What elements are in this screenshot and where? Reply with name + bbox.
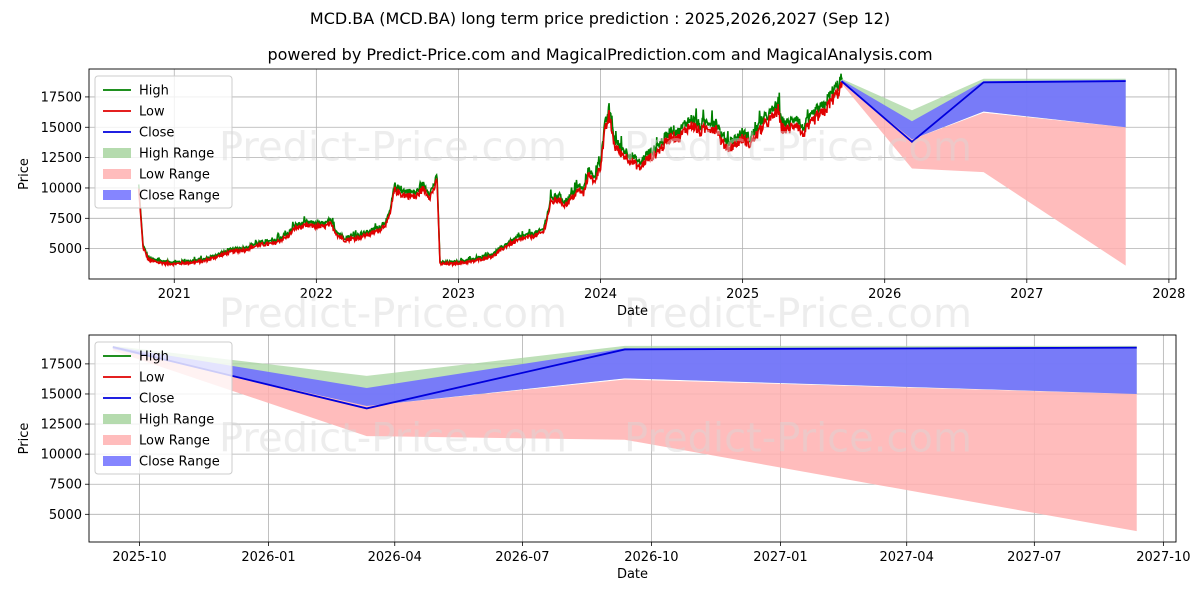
legend-swatch-close-range — [103, 456, 131, 466]
x-tick-label: 2024 — [584, 287, 617, 302]
y-tick-label: 15000 — [41, 387, 82, 402]
close-prediction-line — [840, 80, 1126, 144]
x-axis-label: Date — [617, 304, 648, 319]
x-tick-label: 2026 — [868, 287, 901, 302]
legend-label-low-range: Low Range — [139, 168, 210, 183]
x-tick-label: 2027-04 — [880, 550, 934, 565]
y-tick-label: 17500 — [41, 90, 82, 105]
watermark: Predict-Price.com — [219, 416, 567, 462]
x-tick-label: 2026-07 — [495, 550, 549, 565]
watermark: Predict-Price.com — [624, 416, 972, 462]
low-range-band — [112, 348, 1137, 532]
watermark: Predict-Price.com — [624, 125, 972, 171]
y-tick-label: 12500 — [41, 151, 82, 166]
legend-label-low: Low — [139, 371, 165, 386]
legend-label-close-range: Close Range — [139, 189, 220, 204]
x-tick-label: 2023 — [442, 287, 475, 302]
y-tick-label: 5000 — [49, 242, 82, 257]
close-range-band — [841, 79, 1126, 140]
x-tick-label: 2027 — [1010, 287, 1043, 302]
legend-label-close: Close — [139, 392, 174, 407]
legend-label-high-range: High Range — [139, 147, 214, 162]
watermark: Predict-Price.com — [624, 291, 972, 337]
x-tick-label: 2025-10 — [112, 550, 166, 565]
close-prediction-line — [112, 346, 1137, 410]
watermark: Predict-Price.com — [219, 291, 567, 337]
y-axis-label: Price — [17, 423, 32, 455]
x-tick-label: 2021 — [158, 287, 191, 302]
chart-title: MCD.BA (MCD.BA) long term price predicti… — [309, 9, 891, 28]
legend-swatch-high-range — [103, 148, 131, 158]
y-tick-label: 17500 — [41, 357, 82, 372]
y-tick-label: 7500 — [49, 212, 82, 227]
legend-swatch-low-range — [103, 435, 131, 445]
x-axis-label: Date — [617, 567, 648, 582]
x-tick-label: 2025 — [726, 287, 759, 302]
y-tick-label: 15000 — [41, 121, 82, 136]
x-tick-label: 2026-01 — [241, 550, 295, 565]
legend-swatch-high-range — [103, 414, 131, 424]
plot-frame — [88, 334, 1177, 543]
y-tick-label: 12500 — [41, 418, 82, 433]
x-tick-label: 2027-07 — [1007, 550, 1061, 565]
y-tick-label: 5000 — [49, 508, 82, 523]
historical-and-predicted-price-panel — [85, 68, 1177, 283]
legend-label-close: Close — [139, 126, 174, 141]
y-tick-label: 10000 — [41, 448, 82, 463]
watermark: Predict-Price.com — [219, 125, 567, 171]
low-range-band — [841, 81, 1126, 266]
close-range-band — [112, 346, 1137, 407]
x-tick-label: 2027-10 — [1136, 550, 1190, 565]
x-tick-label: 2028 — [1152, 287, 1185, 302]
y-tick-label: 10000 — [41, 181, 82, 196]
x-tick-label: 2026-10 — [624, 550, 678, 565]
legend-swatch-low-range — [103, 169, 131, 179]
low-series-line — [137, 81, 843, 268]
legend-label-low-range: Low Range — [139, 434, 210, 449]
legend-label-high: High — [139, 350, 169, 365]
y-tick-label: 7500 — [49, 478, 82, 493]
x-tick-label: 2022 — [300, 287, 333, 302]
plot-frame — [88, 68, 1177, 280]
x-tick-label: 2026-04 — [368, 550, 422, 565]
legend-label-high: High — [139, 84, 169, 99]
legend-label-low: Low — [139, 105, 165, 120]
legend-label-close-range: Close Range — [139, 455, 220, 470]
x-tick-label: 2027-01 — [753, 550, 807, 565]
legend-label-high-range: High Range — [139, 413, 214, 428]
legend-swatch-close-range — [103, 190, 131, 200]
prediction-detail-panel — [85, 334, 1177, 546]
chart-subtitle: powered by Predict-Price.com and Magical… — [267, 45, 933, 64]
y-axis-label: Price — [17, 158, 32, 190]
